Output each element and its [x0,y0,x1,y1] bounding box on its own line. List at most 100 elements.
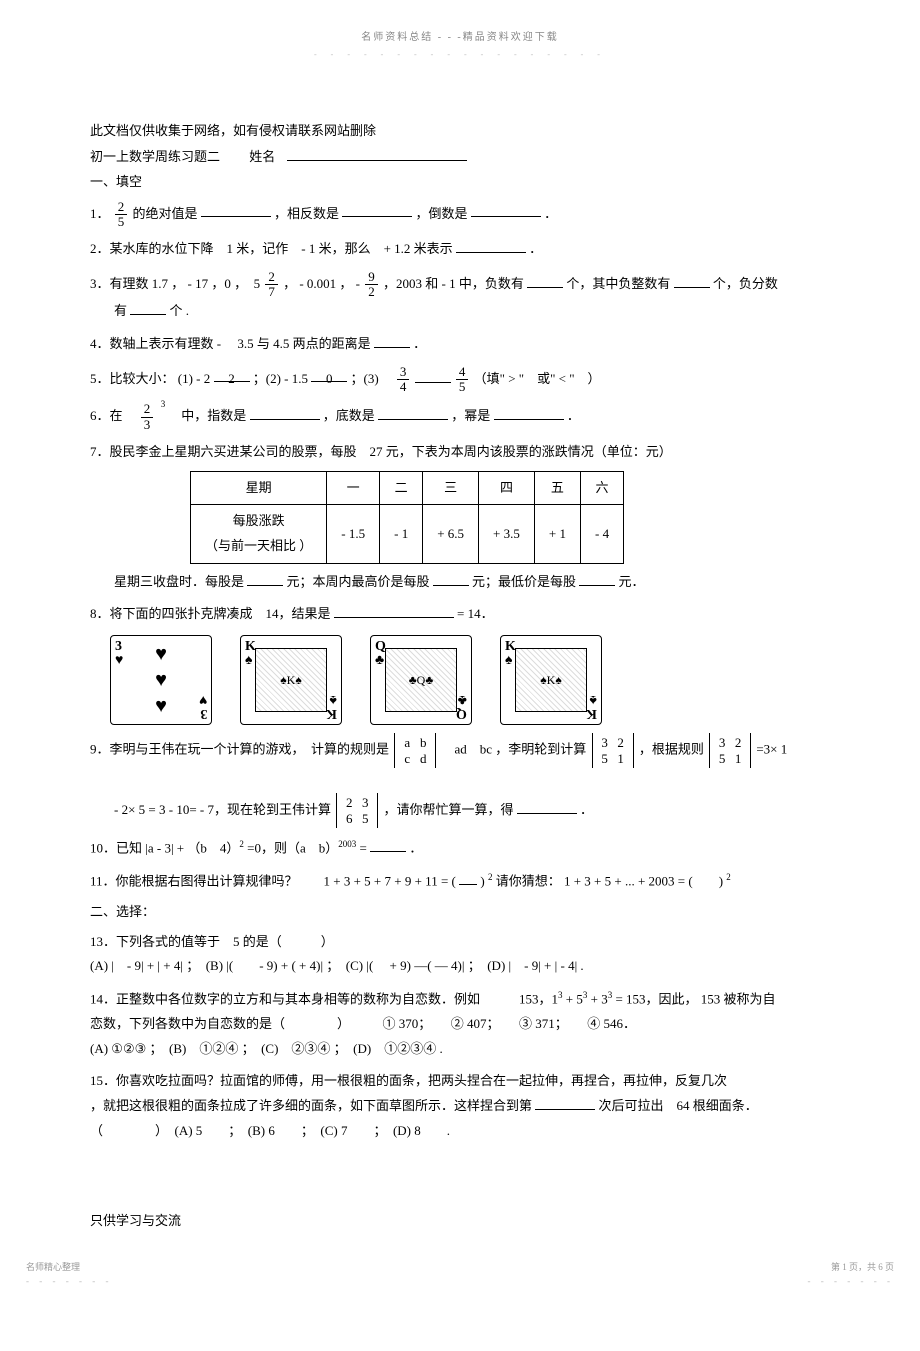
q1-frac-den: 5 [115,215,128,229]
question-15: 15．你喜欢吃拉面吗？拉面馆的师傅，用一根很粗的面条，把两头捏合在一起拉伸，再捏… [90,1069,830,1143]
th-d6: 六 [580,471,623,505]
q7-line2: 星期三收盘时．每股是 元；本周内最高价是每股 元；最低价是每股 元． [114,574,645,589]
card-3-hearts: 3♥ ♥♥♥ 3♥ [110,635,212,725]
q9-tail: ． [580,802,593,817]
q10-b: =0，则（a b） [247,840,338,855]
q5-pre: 5．比较大小： (1) - 2 [90,371,210,386]
q3-blank-1 [527,273,563,288]
q4-blank [374,333,410,348]
card-corner-tl: K♠ [245,640,256,668]
q6-blank-1 [250,405,320,420]
q9-matrix-3: 32 51 [709,733,751,768]
q14-m1: + 5 [566,991,583,1006]
q11-blank-1 [459,870,477,885]
q6-frac: 2 3 [141,402,154,432]
th-day: 星期 [191,471,327,505]
question-10: 10．已知 |a - 3| + （b 4）2 =0，则（a b）2003 = ． [90,836,830,861]
th-d3: 三 [423,471,479,505]
q3-line2: 有 个 . [114,303,189,318]
q14-l1a: 14．正整数中各位数字的立方和与其本身相等的数称为自恋数．例如 153，1 [90,991,558,1006]
td-label: 每股涨跌 （与前一天相比 ） [191,505,327,563]
q2-text: 2．某水库的水位下降 1 米，记作 - 1 米，那么 + 1.2 米表示 [90,241,453,256]
card-corner-br: K♠ [586,692,597,720]
footer-dots-icon: - - - - - - - [808,1276,894,1286]
q3-blank-2 [674,273,710,288]
q9-blank [517,799,577,814]
q3-l2-post: 个 . [170,303,190,318]
footer-left: 名师精心整理 - - - - - - - [26,1261,112,1288]
q14-e2: 3 [583,990,588,1000]
page-top-dots: - - - - - - - - - - - - - - - - - - [90,49,830,61]
footer-dots-icon: - - - - - - - [26,1276,112,1286]
q3-l2-pre: 有 [114,303,127,318]
q5-frac1: 3 4 [397,365,410,395]
q3-f1n: 2 [265,270,278,285]
q7-l2c: 元；最低价是每股 [472,574,576,589]
q6-t2: ，底数是 [323,408,375,423]
q5-f2d: 5 [456,380,469,394]
q3-mid4: 个，负分数 [713,276,778,291]
card-corner-br: 3♥ [199,692,207,720]
footer-right-text: 第 1 页，共 6 页 [831,1262,894,1272]
q14-m2: + 3 [591,991,608,1006]
q5-f1n: 3 [397,365,410,380]
notice-text: 此文档仅供收集于网络，如有侵权请联系网站删除 [90,121,830,141]
q4-tail: ． [413,336,426,351]
q8-tail: = 14． [457,606,494,621]
q6-blank-3 [494,405,564,420]
q6-t1: 中，指数是 [168,408,246,423]
q13-text: 13．下列各式的值等于 5 的是（ ） [90,934,334,949]
q6-fn: 2 [141,402,154,417]
question-14: 14．正整数中各位数字的立方和与其本身相等的数称为自恋数．例如 153，1 3 +… [90,987,830,1061]
q5-blank-2: 0 [311,367,347,382]
question-2: 2．某水库的水位下降 1 米，记作 - 1 米，那么 + 1.2 米表示 ． [90,237,830,262]
q11-c: 请你猜想： 1 + 3 + 5 + ... + 2003 = ( ) [496,873,723,888]
q7-blank-1 [247,571,283,586]
q9-line2: - 2× 5 = 3 - 10= - 7，现在轮到王伟计算 23 65 ，请你帮… [114,802,593,817]
q10-e2: 2003 [338,839,356,849]
q10-tail: ． [409,840,422,855]
q15-blank [535,1095,595,1110]
q15-l1: 15．你喜欢吃拉面吗？拉面馆的师傅，用一根很粗的面条，把两头捏合在一起拉伸，再捏… [90,1073,727,1088]
q7-text: 7．股民李金上星期六买进某公司的股票，每股 27 元，下表为本周内该股票的涨跌情… [90,444,672,459]
td-v2: - 1 [380,505,423,563]
q14-l3: (A) ①②③ ； (B) ①②④ ； (C) ②③④ ； (D) ①②③④ . [90,1041,443,1056]
question-11: 11．你能根据右图得出计算规律吗？ 1 + 3 + 5 + 7 + 9 + 11… [90,869,830,894]
q5-f1d: 4 [397,380,410,394]
q9-matrix-4: 23 65 [336,793,378,828]
footer-right: 第 1 页，共 6 页 - - - - - - - [808,1261,894,1288]
th-d5: 五 [534,471,580,505]
card-face-icon: ♣Q♣ [385,648,457,712]
question-5: 5．比较大小： (1) - 2 2 ；(2) - 1.5 0 ；(3) 3 4 … [90,365,830,395]
card-face-icon: ♠K♠ [515,648,587,712]
q9-matrix-1: ab cd [394,733,436,768]
table-row: 每股涨跌 （与前一天相比 ） - 1.5 - 1 + 6.5 + 3.5 + 1… [191,505,624,563]
table-row: 星期 一 二 三 四 五 六 [191,471,624,505]
q7-l2b: 元；本周内最高价是每股 [287,574,430,589]
question-4: 4．数轴上表示有理数 - 3.5 与 4.5 两点的距离是 ． [90,332,830,357]
question-13: 13．下列各式的值等于 5 的是（ ） (A) | - 9| + | + 4| … [90,930,830,979]
q2-blank [456,238,526,253]
q7-blank-2 [433,571,469,586]
q3-blank-3 [130,300,166,315]
q7-l2d: 元． [619,574,645,589]
card-corner-tl: K♠ [505,640,516,668]
q3-mid3: 个，其中负整数有 [566,276,670,291]
q6-tail: ． [567,408,580,423]
q3-f1d: 7 [265,285,278,299]
q8-text: 8．将下面的四张扑克牌凑成 14，结果是 [90,606,331,621]
question-6: 6．在 2 3 3 中，指数是 ，底数是 ，幂是 ． [90,402,830,432]
q1-t3: ，倒数是 [416,205,468,220]
q2-tail: ． [529,241,542,256]
cards-row: 3♥ ♥♥♥ 3♥ K♠ ♠K♠ K♠ Q♣ ♣Q♣ Q♣ K♠ ♠K♠ K♠ [110,635,830,725]
q5-t2: ；(3) [351,371,392,386]
q11-b: ) [480,873,484,888]
q1-t2: ，相反数是 [274,205,339,220]
q3-pre: 3．有理数 1.7 ， - 17 ，0 ， 5 [90,276,260,291]
q9-mid2: ，根据规则 [639,742,704,757]
q3-frac1: 2 7 [265,270,278,300]
q1-tail: ． [544,205,557,220]
q4-text: 4．数轴上表示有理数 - 3.5 与 4.5 两点的距离是 [90,336,371,351]
td-v1: - 1.5 [327,505,380,563]
q14-l1b: = 153，因此， 153 被称为自 [615,991,775,1006]
